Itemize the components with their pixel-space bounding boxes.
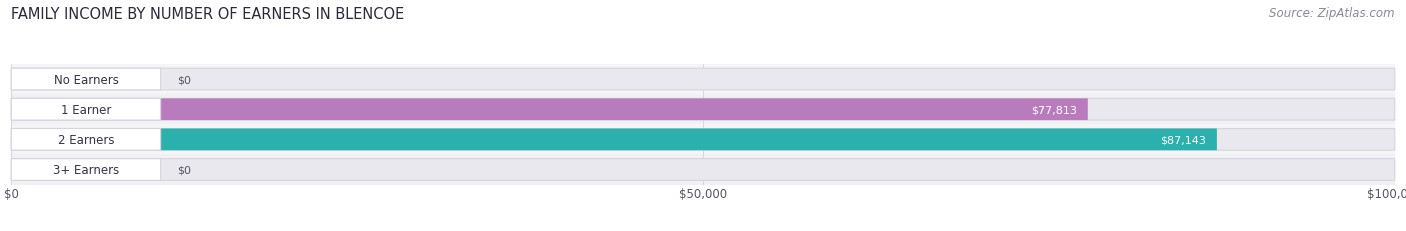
Bar bbox=[11, 65, 1395, 95]
FancyBboxPatch shape bbox=[11, 159, 1395, 181]
Bar bbox=[11, 125, 1395, 155]
FancyBboxPatch shape bbox=[11, 69, 160, 91]
Bar bbox=[11, 155, 1395, 185]
FancyBboxPatch shape bbox=[11, 129, 1216, 151]
Text: $0: $0 bbox=[177, 165, 191, 175]
FancyBboxPatch shape bbox=[11, 129, 160, 151]
Text: $87,143: $87,143 bbox=[1160, 135, 1206, 145]
FancyBboxPatch shape bbox=[11, 99, 1395, 121]
Text: FAMILY INCOME BY NUMBER OF EARNERS IN BLENCOE: FAMILY INCOME BY NUMBER OF EARNERS IN BL… bbox=[11, 7, 405, 22]
Text: Source: ZipAtlas.com: Source: ZipAtlas.com bbox=[1270, 7, 1395, 20]
Text: No Earners: No Earners bbox=[53, 73, 118, 86]
Bar bbox=[11, 95, 1395, 125]
Text: 1 Earner: 1 Earner bbox=[60, 103, 111, 116]
Text: 2 Earners: 2 Earners bbox=[58, 133, 114, 146]
Text: $77,813: $77,813 bbox=[1031, 105, 1077, 115]
FancyBboxPatch shape bbox=[11, 159, 160, 181]
FancyBboxPatch shape bbox=[11, 99, 1088, 121]
Text: $0: $0 bbox=[177, 75, 191, 85]
FancyBboxPatch shape bbox=[11, 129, 1395, 151]
FancyBboxPatch shape bbox=[11, 99, 160, 121]
Text: 3+ Earners: 3+ Earners bbox=[53, 163, 120, 176]
FancyBboxPatch shape bbox=[11, 69, 1395, 91]
